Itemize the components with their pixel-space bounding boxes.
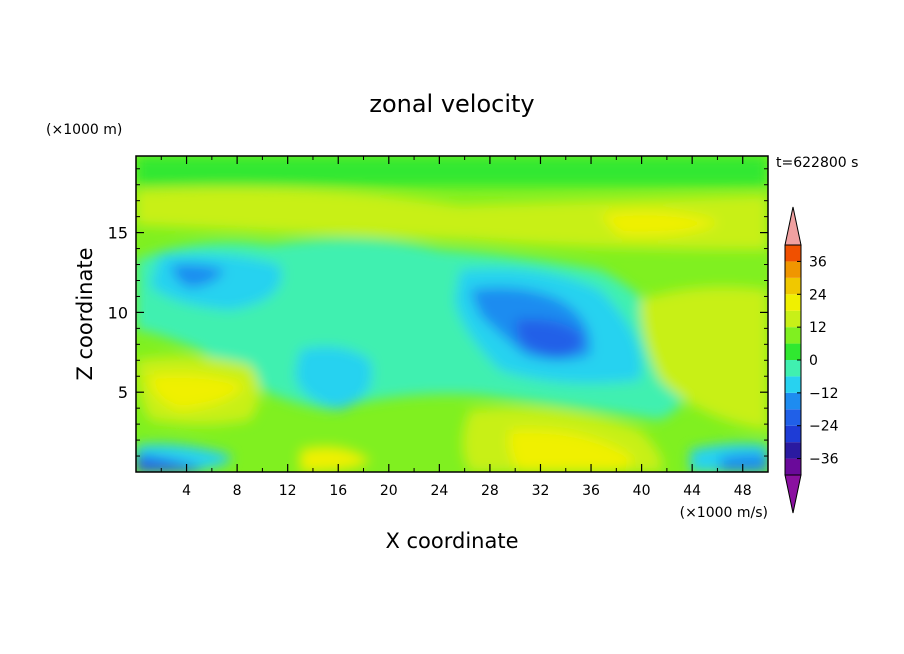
colorbar-tick-label: −36	[809, 452, 839, 468]
colorbar: 36 24 12 0 −12 −24 −36	[784, 206, 839, 514]
colorbar-tick-label: −12	[809, 386, 839, 402]
field-bottom-max	[508, 429, 632, 472]
colorbar-tick-label: 24	[809, 287, 827, 303]
y-tick-label: 15	[108, 224, 128, 243]
field-lower-left-max	[150, 373, 245, 410]
colorbar-tick-label: 0	[809, 353, 818, 369]
x-tick-label: 48	[734, 483, 752, 499]
colorbar-swatch	[785, 458, 801, 475]
x-tick-label: 24	[430, 483, 448, 499]
field-bottom-left-max	[300, 446, 370, 472]
y-tick-label: 10	[108, 303, 128, 322]
colorbar-swatch	[785, 277, 801, 295]
field-blue-core	[515, 319, 583, 358]
colorbar-swatch	[785, 360, 801, 377]
y-unit-label: (×1000 m)	[46, 122, 122, 138]
x-tick-label: 28	[481, 483, 499, 499]
field-lower-cyan	[295, 346, 372, 410]
colorbar-tick-label: −24	[809, 419, 839, 435]
field-top-band	[136, 156, 768, 186]
chart-title: zonal velocity	[369, 90, 534, 118]
contour-field	[136, 156, 768, 472]
x-tick-label: 8	[233, 483, 242, 499]
colorbar-swatch	[785, 327, 801, 344]
field-bottom-right-blue	[720, 454, 768, 472]
field-left-blue-patch	[172, 264, 225, 288]
colorbar-swatch	[785, 376, 801, 393]
colorbar-swatch	[785, 343, 801, 360]
x-tick-label: 12	[279, 483, 297, 499]
colorbar-swatch	[785, 261, 801, 278]
colorbar-swatch	[785, 294, 801, 311]
y-axis-ticks: 5 10 15	[108, 168, 768, 457]
colorbar-swatch	[785, 409, 801, 426]
x-unit-label: (×1000 m/s)	[680, 505, 768, 521]
x-axis-ticks: 4 8 12 16 20 24 28 32 36 40 44 48	[160, 156, 752, 499]
colorbar-swatch	[785, 392, 801, 410]
colorbar-swatch	[785, 245, 801, 262]
time-label: t=622800 s	[776, 155, 858, 171]
field-upper-band	[136, 187, 768, 250]
field-bottom-left-blue	[136, 455, 200, 472]
colorbar-extend-low	[784, 474, 802, 514]
field-right-band	[640, 286, 768, 430]
x-tick-label: 44	[683, 483, 701, 499]
x-tick-label: 4	[182, 483, 191, 499]
x-axis-label: X coordinate	[385, 529, 518, 553]
colorbar-swatch	[785, 442, 801, 459]
colorbar-extend-high	[784, 206, 802, 246]
colorbar-tick-label: 36	[809, 254, 827, 270]
x-tick-label: 40	[633, 483, 651, 499]
colorbar-swatch	[785, 310, 801, 328]
y-tick-label: 5	[118, 383, 128, 402]
colorbar-tick-label: 12	[809, 320, 827, 336]
y-axis-label: Z coordinate	[73, 247, 97, 380]
x-tick-label: 36	[582, 483, 600, 499]
colorbar-swatch	[785, 425, 801, 443]
x-tick-label: 32	[532, 483, 550, 499]
x-tick-label: 16	[329, 483, 347, 499]
field-upper-max	[600, 211, 720, 236]
x-tick-label: 20	[380, 483, 398, 499]
plot-frame	[135, 155, 769, 473]
